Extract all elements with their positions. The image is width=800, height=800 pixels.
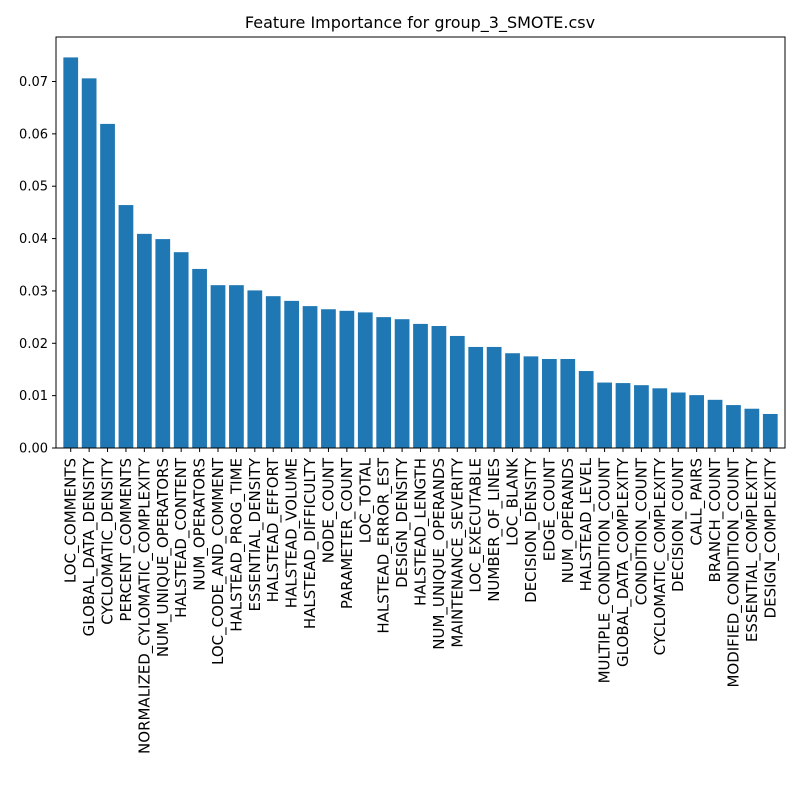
y-axis: 0.00 0.01 0.02 0.03 0.04 0.05 0.06 0.07: [19, 75, 56, 457]
x-tick-label: CYCLOMATIC_DENSITY: [99, 457, 118, 625]
bar-num-unique-operators: [155, 239, 171, 448]
x-tick-label: ESSENTIAL_DENSITY: [246, 457, 265, 611]
bar-modified-condition-count: [726, 405, 741, 448]
x-tick-label: MULTIPLE_CONDITION_COUNT: [596, 457, 615, 683]
x-tick-label: CONDITION_COUNT: [632, 457, 651, 605]
bar-halstead-length: [413, 323, 428, 448]
x-tick-label: NORMALIZED_CYLOMATIC_COMPLEXITY: [135, 457, 154, 754]
x-tick-label: LOC_EXECUTABLE: [467, 458, 486, 593]
bar-essential-density: [247, 290, 263, 448]
y-tick-label: 0.02: [19, 337, 48, 352]
x-tick-label: NUM_UNIQUE_OPERANDS: [430, 458, 449, 650]
bar-node-count: [321, 309, 336, 448]
x-tick-label: DECISION_DENSITY: [522, 457, 541, 603]
x-tick-label: DECISION_COUNT: [669, 457, 688, 592]
x-tick-label: HALSTEAD_CONTENT: [172, 457, 191, 618]
y-tick-label: 0.03: [19, 284, 48, 299]
bar-decision-density: [523, 356, 539, 448]
x-tick-label: HALSTEAD_LEVEL: [577, 457, 596, 591]
bar-halstead-content: [173, 252, 189, 448]
chart-title: Feature Importance for group_3_SMOTE.csv: [245, 13, 595, 33]
bar-loc-blank: [505, 353, 520, 448]
bar-multiple-condition-count: [597, 382, 612, 448]
x-tick-label: PERCENT_COMMENTS: [117, 458, 136, 622]
bar-normalized-cylomatic-complexity: [137, 233, 152, 448]
x-tick-label: NODE_COUNT: [319, 457, 338, 563]
y-tick-label: 0.01: [19, 389, 48, 404]
y-tick-label: 0.04: [19, 232, 48, 247]
x-tick-label: NUM_OPERANDS: [559, 458, 578, 583]
bar-parameter-count: [339, 310, 355, 448]
x-tick-label: DESIGN_COMPLEXITY: [761, 457, 780, 618]
plot-frame: [55, 36, 786, 449]
bar-halstead-level: [578, 371, 594, 448]
bars-group: [63, 57, 778, 449]
bar-maintenance-severity: [449, 335, 465, 448]
x-tick-label: BRANCH_COUNT: [706, 457, 725, 582]
x-tick-label: HALSTEAD_DIFFICULTY: [301, 457, 320, 629]
x-tick-label: DESIGN_DENSITY: [393, 457, 412, 588]
bar-percent-comments: [118, 205, 134, 448]
x-tick-label: EDGE_COUNT: [540, 457, 559, 561]
bar-num-operands: [560, 358, 576, 448]
bar-halstead-volume: [284, 300, 299, 448]
x-tick-label: NUM_OPERATORS: [191, 458, 210, 591]
x-tick-label: GLOBAL_DATA_COMPLEXITY: [614, 457, 633, 667]
x-tick-label: HALSTEAD_VOLUME: [283, 458, 302, 608]
x-tick-label: HALSTEAD_ERROR_EST: [375, 457, 394, 633]
bar-loc-executable: [468, 346, 484, 448]
x-tick-label: MODIFIED_CONDITION_COUNT: [724, 457, 743, 687]
x-axis: LOC_COMMENTS GLOBAL_DATA_DENSITY CYCLOMATI…: [62, 448, 780, 754]
x-tick-label: ESSENTIAL_COMPLEXITY: [743, 457, 762, 642]
bar-cyclomatic-complexity: [652, 388, 668, 448]
x-tick-label: HALSTEAD_PROG_TIME: [227, 458, 246, 632]
x-tick-label: CALL_PAIRS: [688, 458, 707, 546]
bar-loc-comments: [63, 57, 79, 449]
y-tick-label: 0.00: [19, 442, 48, 457]
x-tick-label: GLOBAL_DATA_DENSITY: [80, 457, 99, 636]
bar-call-pairs: [689, 395, 704, 448]
bar-number-of-lines: [486, 346, 502, 448]
y-tick-label: 0.05: [19, 180, 48, 195]
bar-condition-count: [634, 385, 649, 448]
x-tick-label: LOC_TOTAL: [356, 457, 375, 543]
bar-essential-complexity: [744, 408, 760, 448]
x-tick-label: NUMBER_OF_LINES: [485, 458, 504, 602]
x-tick-label: NUM_UNIQUE_OPERATORS: [154, 458, 173, 657]
bar-loc-code-and-comment: [210, 285, 226, 448]
y-tick-label: 0.07: [19, 75, 48, 90]
bar-design-density: [394, 319, 410, 448]
bar-design-complexity: [762, 413, 778, 448]
bar-global-data-complexity: [615, 383, 631, 448]
bar-decision-count: [670, 392, 686, 448]
bar-halstead-difficulty: [302, 306, 318, 448]
bar-halstead-error-est: [376, 317, 392, 448]
bar-cyclomatic-density: [100, 123, 115, 448]
bar-num-operators: [192, 268, 207, 448]
x-tick-label: PARAMETER_COUNT: [338, 457, 357, 609]
bar-halstead-effort: [265, 296, 281, 448]
x-tick-label: HALSTEAD_EFFORT: [264, 457, 283, 602]
bar-loc-total: [357, 312, 373, 448]
x-tick-label: CYCLOMATIC_COMPLEXITY: [651, 457, 670, 655]
bar-branch-count: [707, 399, 723, 448]
x-tick-label: LOC_BLANK: [504, 457, 523, 546]
bar-edge-count: [542, 358, 557, 448]
bar-halstead-prog-time: [229, 285, 244, 448]
bar-num-unique-operands: [431, 326, 447, 448]
x-tick-label: HALSTEAD_LENGTH: [412, 458, 431, 606]
x-tick-label: MAINTENANCE_SEVERITY: [448, 457, 467, 647]
bar-global-data-density: [81, 78, 97, 449]
x-tick-label: LOC_CODE_AND_COMMENT: [209, 457, 228, 665]
y-tick-label: 0.06: [19, 127, 48, 142]
x-tick-label: LOC_COMMENTS: [62, 458, 81, 583]
